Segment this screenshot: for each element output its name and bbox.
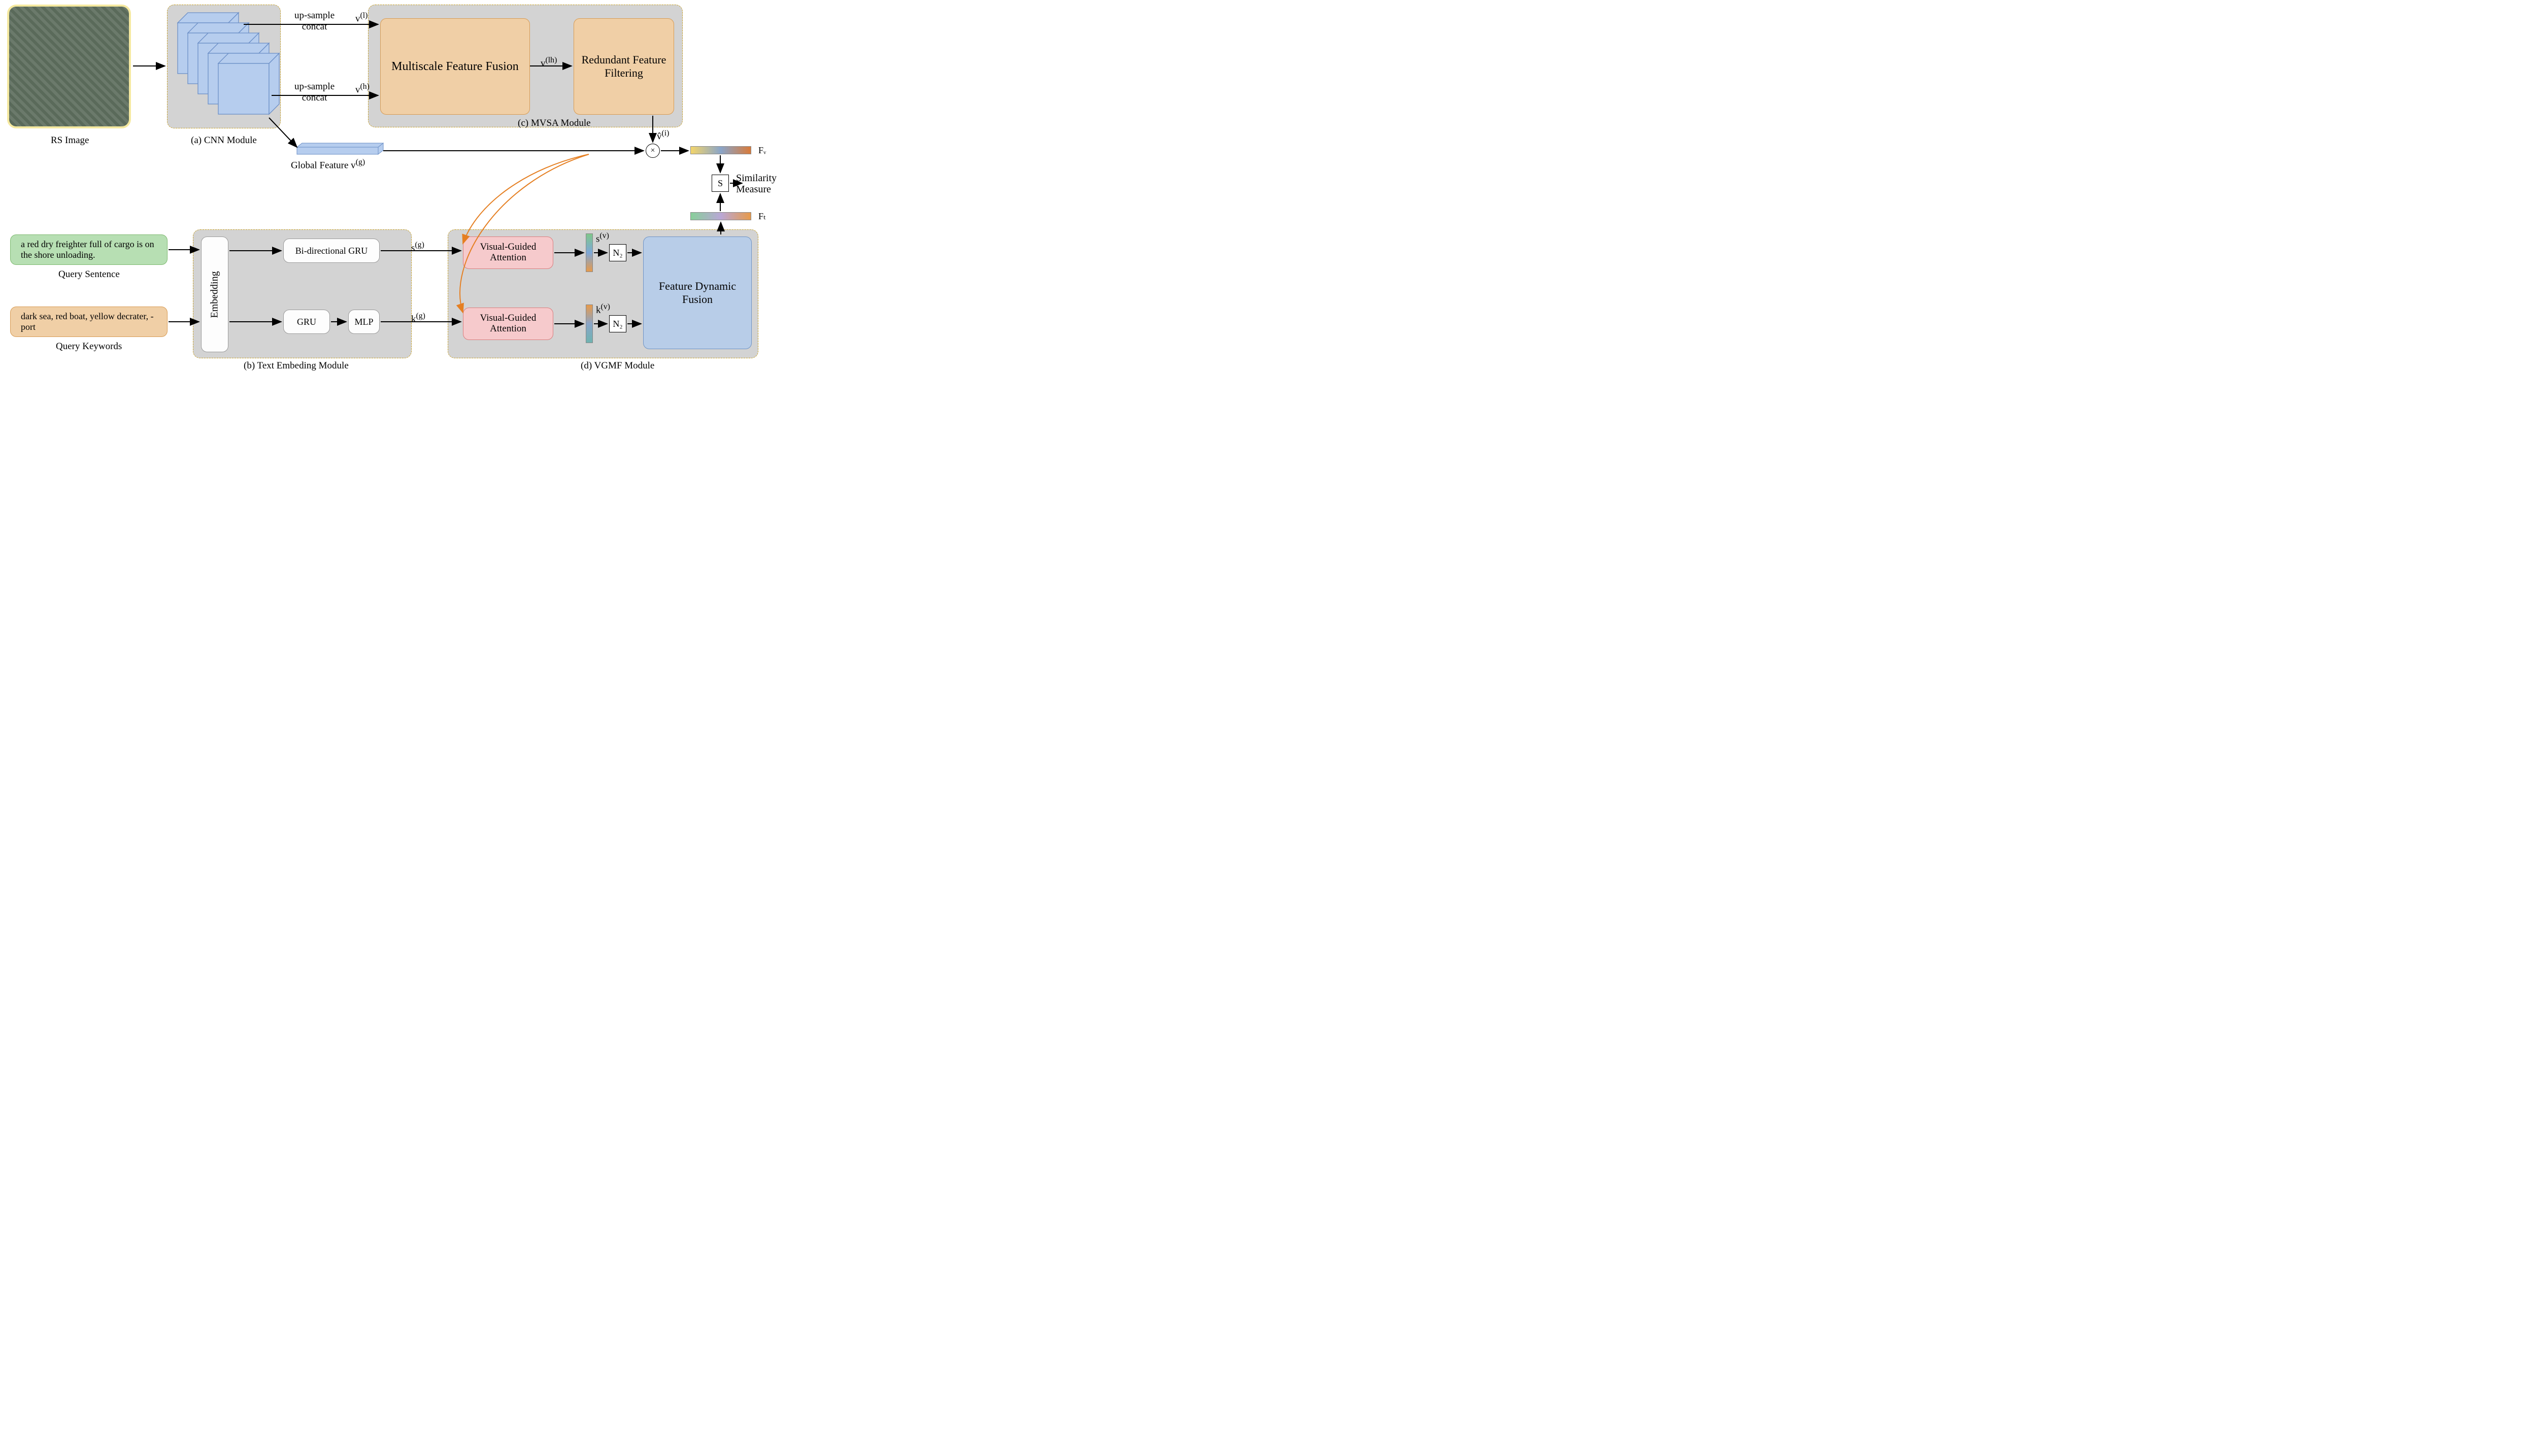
upsample1-label: up-sampleconcat <box>294 10 335 32</box>
n2-node-1: N₂ <box>609 244 626 261</box>
vgmf-caption: (d) VGMF Module <box>581 360 654 371</box>
embedding-block: Embedding <box>201 236 228 352</box>
query-keywords-block: dark sea, red boat, yellow decrater, - p… <box>10 307 168 337</box>
sv-bar <box>586 233 593 272</box>
mvsa-caption: (c) MVSA Module <box>518 118 591 129</box>
global-feature-label: Global Feature v(g) <box>291 158 365 171</box>
fv-label: Fᵥ <box>758 145 766 156</box>
sg-label: s(g) <box>411 241 424 254</box>
vlh-label: v(lh) <box>541 56 557 69</box>
vh-label: v(h) <box>355 82 370 95</box>
ft-bar <box>690 212 751 220</box>
upsample2-label: up-sampleconcat <box>294 81 335 104</box>
kg-label: k(g) <box>411 312 425 325</box>
mult-node: × <box>646 144 660 158</box>
text-caption: (b) Text Embeding Module <box>244 360 349 371</box>
bigru-block: Bi-directional GRU <box>283 239 380 263</box>
vl-label: v(l) <box>355 11 368 24</box>
cnn-caption: (a) CNN Module <box>191 135 257 146</box>
fv-bar <box>690 146 751 154</box>
sv-label: s(v) <box>596 231 609 245</box>
s-node: S <box>712 175 729 192</box>
sim-label: Similarity Measure <box>736 173 787 195</box>
rff-block: Redundant Feature Filtering <box>574 18 674 115</box>
vga-block-2: Visual-Guided Attention <box>463 308 553 340</box>
vga-block-1: Visual-Guided Attention <box>463 236 553 269</box>
rs-image-placeholder <box>7 5 131 128</box>
query-sentence-label: Query Sentence <box>58 269 120 280</box>
gru-block: GRU <box>283 310 330 334</box>
kv-label: k(v) <box>596 302 610 316</box>
fdf-block: Feature Dynamic Fusion <box>643 236 752 349</box>
ft-label: Fₜ <box>758 211 766 222</box>
cnn-module-panel <box>167 5 281 128</box>
query-sentence-block: a red dry freighter full of cargo is on … <box>10 234 168 265</box>
rs-image-label: RS Image <box>51 135 89 146</box>
kv-bar <box>586 304 593 343</box>
query-keywords-label: Query Keywords <box>56 341 122 352</box>
vhat-label: v̂(i) <box>657 129 669 142</box>
n2-node-2: N₂ <box>609 315 626 332</box>
mff-block: Multiscale Feature Fusion <box>380 18 530 115</box>
mlp-block: MLP <box>348 310 380 334</box>
